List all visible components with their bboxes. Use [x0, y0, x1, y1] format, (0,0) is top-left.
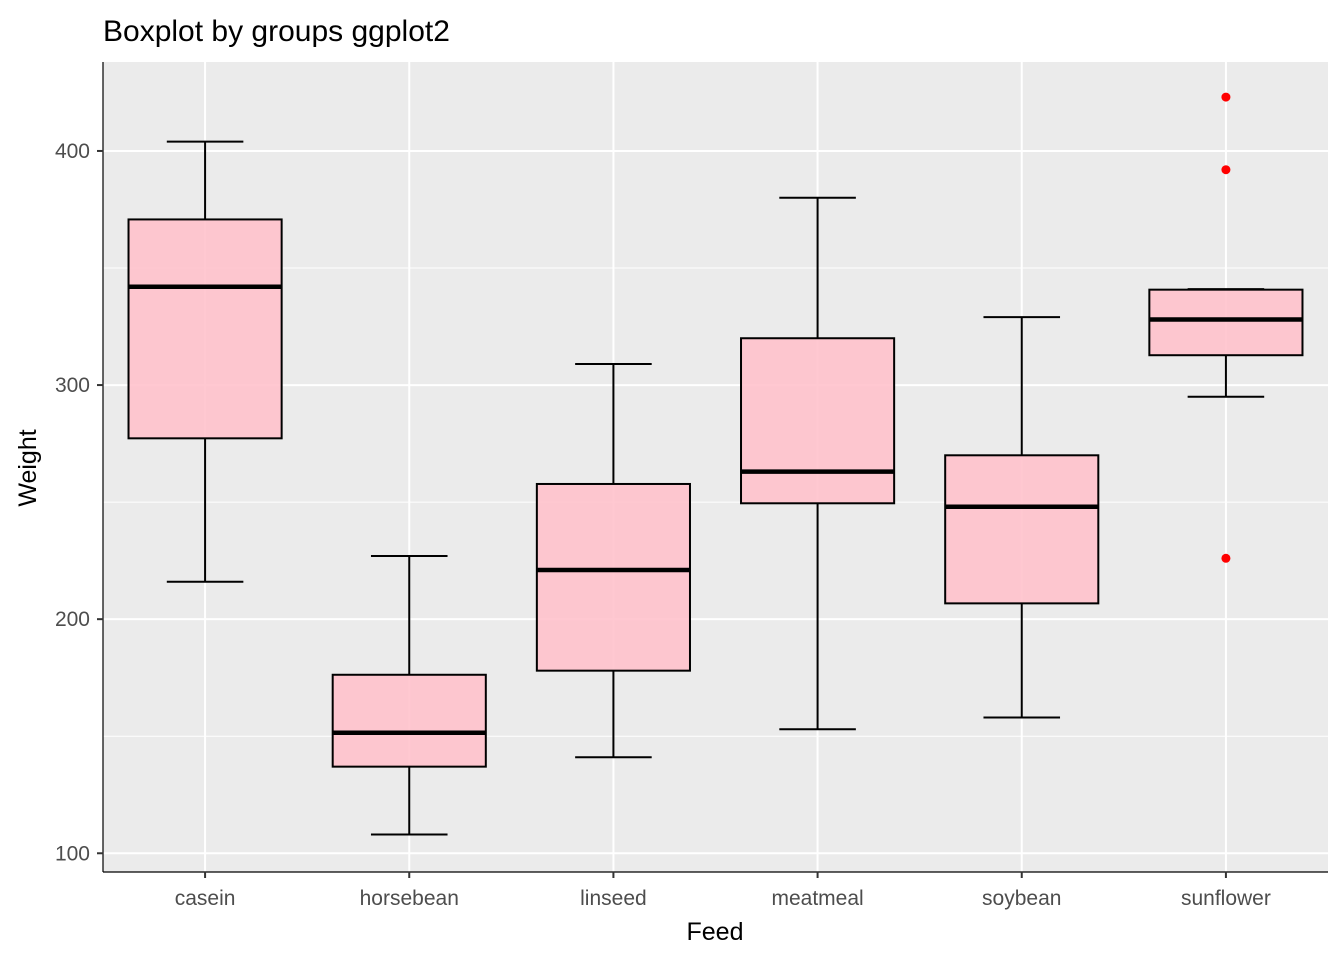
x-tick-label: horsebean [360, 887, 459, 910]
x-tick-label: meatmeal [771, 887, 863, 910]
y-tick-label: 200 [55, 608, 90, 631]
box-casein [127, 140, 283, 583]
box-sunflower [1148, 92, 1304, 563]
box-horsebean [331, 554, 487, 836]
minor-gridlines [103, 267, 1328, 737]
y-tick-label: 100 [55, 842, 90, 865]
iqr-box [127, 218, 283, 440]
chart-title: Boxplot by groups ggplot2 [103, 15, 450, 48]
box-meatmeal [740, 196, 896, 731]
outlier-point [1221, 553, 1231, 563]
iqr-box [331, 673, 487, 768]
plot-panel [103, 62, 1328, 872]
x-tick-label: casein [175, 887, 236, 910]
x-tick-label: soybean [982, 887, 1061, 910]
axes: 100 200 300 400 casein horsebean linseed meatme… [55, 62, 1328, 910]
outlier-point [1221, 165, 1231, 175]
iqr-box [740, 337, 896, 505]
iqr-box [944, 454, 1100, 605]
iqr-box [1148, 288, 1304, 357]
x-tick-label: sunflower [1181, 887, 1271, 910]
y-tick-label: 400 [55, 140, 90, 163]
x-tick-label: linseed [580, 887, 647, 910]
y-axis-title: Weight [14, 429, 42, 506]
boxes-layer [127, 92, 1304, 836]
x-axis-title: Feed [687, 918, 744, 946]
iqr-box [535, 482, 691, 672]
y-tick-label: 300 [55, 374, 90, 397]
box-soybean [944, 316, 1100, 719]
box-linseed [535, 362, 691, 759]
outlier-point [1221, 92, 1231, 102]
